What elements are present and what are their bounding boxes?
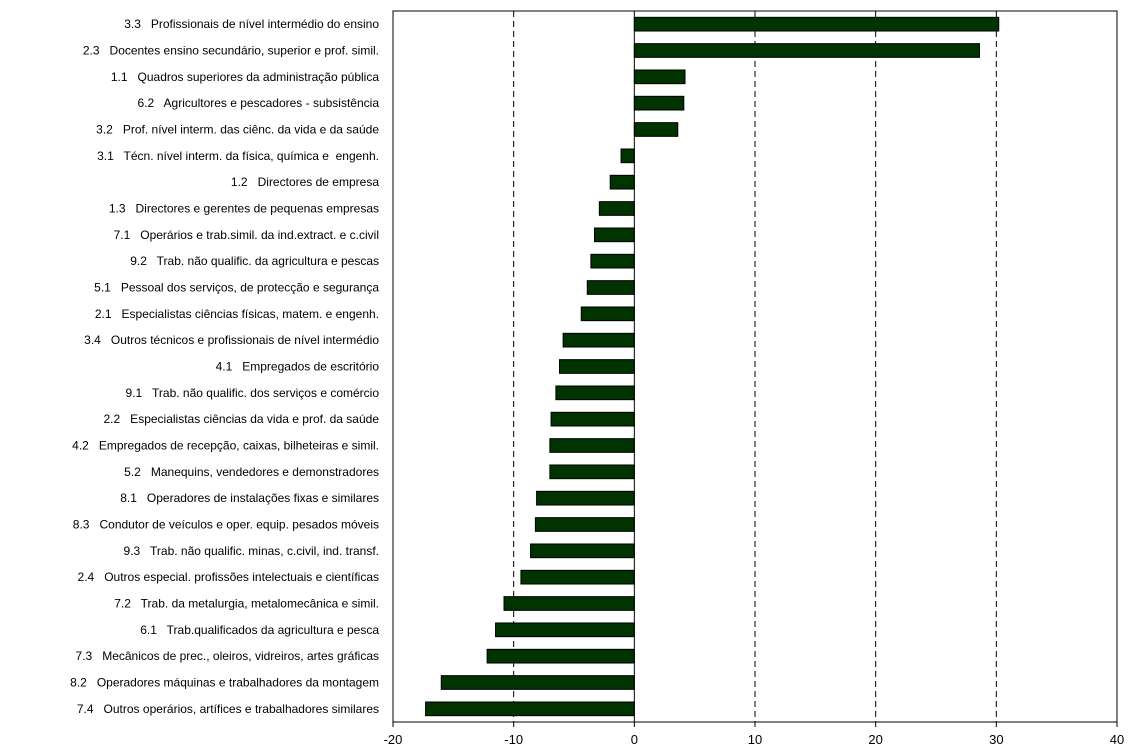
category-labels: 3.3 Profissionais de nível intermédio do… [70, 17, 379, 716]
x-tick-label-5: 30 [989, 732, 1003, 747]
category-label-18: 8.1 Operadores de instalações fixas e si… [120, 491, 379, 505]
x-tick-label-3: 10 [748, 732, 762, 747]
category-label-9: 9.2 Trab. não qualific. da agricultura e… [130, 254, 379, 268]
category-label-2: 1.1 Quadros superiores da administração … [111, 70, 379, 84]
category-label-1: 2.3 Docentes ensino secundário, superior… [83, 44, 379, 58]
bar-13 [559, 359, 635, 374]
category-label-21: 2.4 Outros especial. profissões intelect… [78, 570, 379, 584]
x-tick-label-2: 0 [631, 732, 638, 747]
bar-18 [536, 490, 635, 506]
x-tick-label-4: 20 [868, 732, 882, 747]
bar-26 [425, 701, 635, 717]
bar-21 [520, 569, 635, 585]
category-label-24: 7.3 Mecânicos de prec., oleiros, vidreir… [76, 649, 379, 663]
bar-20 [530, 543, 635, 559]
bar-1 [633, 43, 980, 58]
category-label-0: 3.3 Profissionais de nível intermédio do… [124, 17, 379, 31]
category-label-10: 5.1 Pessoal dos serviços, de protecção e… [94, 281, 379, 295]
category-label-8: 7.1 Operários e trab.simil. da ind.extra… [114, 228, 379, 242]
category-label-11: 2.1 Especialistas ciências físicas, mate… [95, 307, 379, 321]
category-label-25: 8.2 Operadores máquinas e trabalhadores … [70, 676, 379, 690]
category-label-22: 7.2 Trab. da metalurgia, metalomecânica … [114, 597, 379, 611]
x-tick-label-6: 40 [1110, 732, 1124, 747]
category-label-7: 1.3 Directores e gerentes de pequenas em… [109, 202, 379, 216]
bar-10 [586, 280, 635, 295]
category-label-13: 4.1 Empregados de escritório [216, 360, 380, 374]
category-label-16: 4.2 Empregados de recepção, caixas, bilh… [72, 439, 379, 453]
bar-12 [562, 332, 635, 348]
bar-9 [590, 253, 635, 269]
category-label-23: 6.1 Trab.qualificados da agricultura e p… [140, 623, 379, 637]
bar-15 [550, 411, 635, 427]
bar-17 [549, 464, 635, 480]
category-label-20: 9.3 Trab. não qualific. minas, c.civil, … [124, 544, 379, 558]
bar-24 [486, 648, 635, 664]
category-label-17: 5.2 Manequins, vendedores e demonstrador… [124, 465, 379, 479]
bars [425, 11, 1000, 722]
bar-8 [594, 227, 635, 243]
category-label-5: 3.1 Técn. nível interm. da física, quími… [97, 149, 379, 163]
bar-6 [609, 174, 635, 190]
category-label-6: 1.2 Directores de empresa [231, 175, 379, 189]
bar-0 [633, 16, 1000, 32]
category-label-14: 9.1 Trab. não qualific. dos serviços e c… [126, 386, 380, 400]
bar-11 [580, 306, 635, 322]
x-axis-ticks: -20 -10 0 10 20 30 40 [384, 722, 1124, 747]
bar-23 [495, 622, 635, 638]
category-label-3: 6.2 Agricultores e pescadores - subsistê… [138, 96, 380, 110]
bar-25 [440, 675, 635, 690]
category-label-15: 2.2 Especialistas ciências da vida e pro… [104, 412, 380, 426]
bar-3 [633, 95, 685, 111]
bar-7 [598, 201, 635, 216]
bar-2 [633, 69, 686, 85]
bar-14 [555, 385, 635, 401]
category-label-12: 3.4 Outros técnicos e profissionais de n… [84, 333, 379, 347]
bar-22 [503, 596, 635, 611]
bar-16 [549, 438, 635, 453]
category-label-19: 8.3 Condutor de veículos e oper. equip. … [73, 518, 379, 532]
bar-19 [534, 517, 635, 532]
bar-5 [620, 148, 635, 164]
category-label-4: 3.2 Prof. nível interm. das ciênc. da vi… [96, 123, 379, 137]
x-tick-label-1: -10 [504, 732, 523, 747]
category-label-26: 7.4 Outros operários, artífices e trabal… [77, 702, 379, 716]
x-tick-label-0: -20 [384, 732, 403, 747]
bar-4 [633, 122, 679, 137]
